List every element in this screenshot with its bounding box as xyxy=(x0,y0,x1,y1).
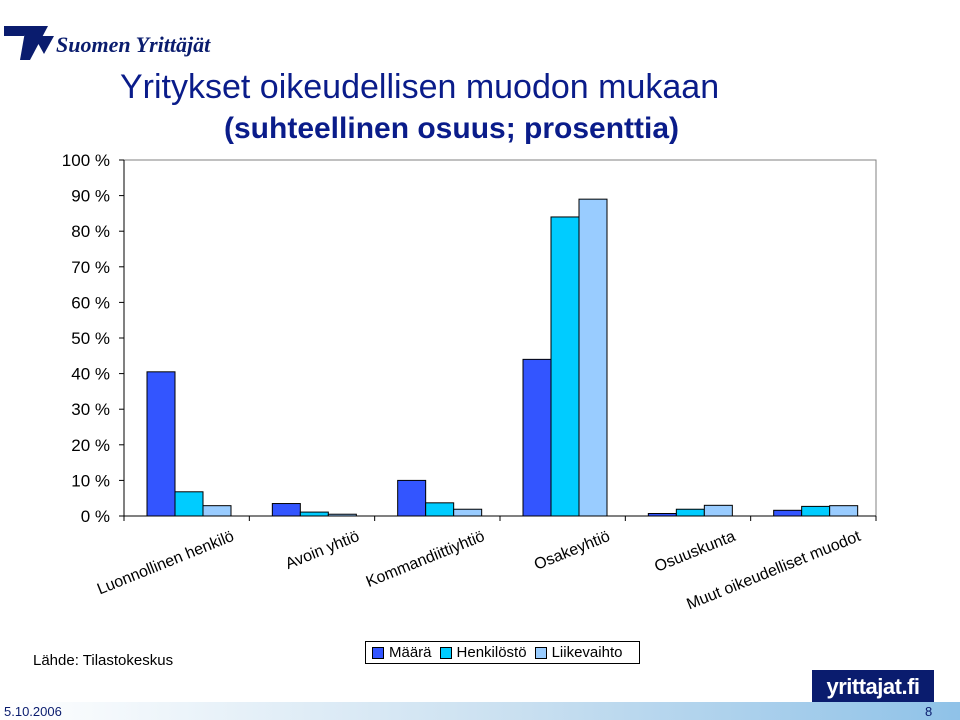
suomen-yrittajat-logo-icon xyxy=(4,26,54,60)
y-tick-label: 20 % xyxy=(71,436,110,455)
footer-bar xyxy=(0,702,960,720)
y-tick-label: 70 % xyxy=(71,258,110,277)
legend-label-henkilosto: Henkilöstö xyxy=(456,644,527,661)
bar-0-4 xyxy=(647,513,677,517)
y-tick-label: 80 % xyxy=(71,222,110,241)
chart-legend: Määrä Henkilöstö Liikevaihto xyxy=(365,641,640,664)
legend-label-maara: Määrä xyxy=(389,644,432,661)
bar-2-5 xyxy=(829,505,859,517)
bar-0-3 xyxy=(522,358,552,517)
legend-item-henkilosto: Henkilöstö xyxy=(439,644,527,661)
y-tick-label: 100 % xyxy=(62,151,110,170)
y-tick-label: 10 % xyxy=(71,471,110,490)
bar-0-5 xyxy=(773,509,803,517)
bar-2-3 xyxy=(578,198,608,517)
legend-label-liikevaihto: Liikevaihto xyxy=(551,644,623,661)
legend-item-maara: Määrä xyxy=(372,644,432,661)
bar-1-1 xyxy=(299,511,329,517)
bar-2-0 xyxy=(202,505,232,517)
bar-chart: 0 % 10 % 20 % 30 % 40 % 50 % 60 % 70 % 80 % 90 % 1… xyxy=(62,151,877,614)
bar-1-5 xyxy=(801,505,831,517)
bar-0-2 xyxy=(397,479,427,517)
chart-x-labels: Luonnollinen henkilö Avoin yhtiö Kommandii… xyxy=(95,528,864,614)
y-tick-label: 0 % xyxy=(81,507,110,526)
legend-swatch-liikevaihto xyxy=(534,646,547,659)
x-tick-label: Kommandiittiyhtiö xyxy=(364,528,488,591)
logo-text: Suomen Yrittäjät xyxy=(56,32,211,57)
x-tick-label: Osakeyhtiö xyxy=(532,528,613,574)
x-tick-label: Osuuskunta xyxy=(652,528,738,576)
y-tick-label: 50 % xyxy=(71,329,110,348)
y-tick-label: 30 % xyxy=(71,400,110,419)
x-tick-label: Luonnollinen henkilö xyxy=(95,528,237,598)
bar-1-4 xyxy=(675,508,705,517)
bar-2-2 xyxy=(453,508,483,517)
chart-y-ticks: 0 % 10 % 20 % 30 % 40 % 50 % 60 % 70 % 80 % 90 % 1… xyxy=(62,151,124,526)
bar-1-0 xyxy=(174,491,204,517)
bar-2-1 xyxy=(327,513,357,517)
legend-swatch-henkilosto xyxy=(439,646,452,659)
bar-1-2 xyxy=(425,502,455,517)
plot-frame xyxy=(123,159,877,517)
source-note: Lähde: Tilastokeskus xyxy=(33,652,174,669)
y-tick-label: 90 % xyxy=(71,187,110,206)
page-number: 8 xyxy=(925,704,933,719)
footer-date: 5.10.2006 xyxy=(4,704,62,719)
bar-1-3 xyxy=(550,216,580,517)
bar-2-4 xyxy=(703,504,733,517)
yrittajat-fi-logo[interactable]: yrittajat.fi xyxy=(812,670,934,704)
x-tick-label: Avoin yhtiö xyxy=(283,528,362,573)
chart-axes xyxy=(123,159,877,521)
legend-item-liikevaihto: Liikevaihto xyxy=(534,644,623,661)
y-tick-label: 60 % xyxy=(71,293,110,312)
bar-0-0 xyxy=(146,371,176,517)
legend-swatch-maara xyxy=(372,646,384,659)
chart-title: Yritykset oikeudellisen muodon mukaan xyxy=(120,68,720,106)
chart-subtitle: (suhteellinen osuus; prosenttia) xyxy=(224,112,680,145)
chart-bars xyxy=(146,198,859,517)
bar-0-1 xyxy=(271,503,301,517)
y-tick-label: 40 % xyxy=(71,365,110,384)
